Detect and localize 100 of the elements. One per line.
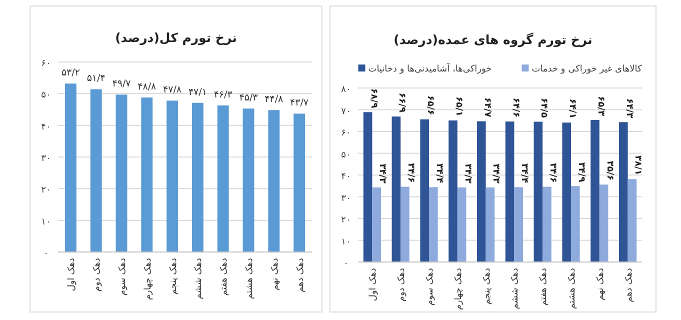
- x-tick-label: دهک دوم: [92, 258, 103, 292]
- bar: [166, 100, 178, 252]
- bar: [400, 186, 410, 262]
- bar: [420, 119, 429, 262]
- bar: [90, 89, 102, 252]
- bar: [571, 186, 580, 262]
- bar: [192, 102, 204, 252]
- data-label: ۳۴/۳: [462, 164, 472, 184]
- x-tick-label: دهک سوم: [118, 258, 128, 296]
- data-label: ۳۴/۹: [576, 162, 586, 183]
- x-tick-label: دهک پنجم: [482, 268, 492, 305]
- chart-title: نرخ تورم گروه های عمده(درصد): [394, 32, 592, 48]
- data-label: ۳۴/۴: [434, 163, 444, 184]
- bar: [534, 122, 543, 262]
- bar: [457, 187, 466, 262]
- data-label: ۴۷/۱: [188, 86, 207, 98]
- y-tick-label: ۱۰: [341, 237, 351, 248]
- data-label: ۴۶/۳: [214, 89, 232, 100]
- data-label: ۳۴/۴: [519, 163, 530, 184]
- x-tick-label: دهک پنجم: [168, 258, 179, 295]
- data-label: ۶۶/۹: [396, 92, 407, 113]
- data-label: ۶۵/۶: [425, 96, 436, 116]
- x-tick-label: دهک اول: [368, 268, 379, 302]
- bar: [486, 187, 495, 262]
- y-tick-label: ۰: [44, 249, 48, 259]
- bar: [141, 97, 153, 252]
- x-tick-label: دهک چهارم: [454, 268, 464, 310]
- y-tick-label: ۳۰: [41, 154, 51, 164]
- data-label: ۳۴/۶: [406, 162, 416, 183]
- bar: [217, 105, 229, 252]
- x-tick-label: دهک ششم: [194, 258, 204, 300]
- data-label: ۶۵/۳: [596, 96, 606, 116]
- bar: [476, 121, 486, 262]
- data-label: ۶۴/۶: [510, 98, 520, 118]
- x-tick-label: دهک نهم: [596, 268, 606, 300]
- y-tick-label: ۱۰: [41, 217, 51, 228]
- y-tick-label: ۵۰: [41, 90, 51, 101]
- bar: [599, 184, 608, 262]
- y-tick-label: ۳۰: [341, 194, 351, 204]
- bar: [429, 187, 438, 262]
- data-label: ۴۸/۸: [138, 81, 156, 92]
- y-tick-label: ۸۰: [341, 85, 351, 95]
- data-label: ۴۴/۸: [264, 94, 284, 106]
- y-tick-label: ۷۰: [341, 106, 351, 117]
- data-label: ۳۵/۶: [604, 160, 614, 181]
- bar: [628, 179, 637, 262]
- data-label: ۶۵/۱: [454, 96, 464, 116]
- data-label: ۶۸/۹: [368, 88, 378, 109]
- x-tick-label: دهک دهم: [296, 258, 306, 292]
- data-label: ۳۴/۶: [548, 162, 558, 183]
- bar: [64, 84, 76, 252]
- bar: [242, 108, 254, 252]
- bar: [505, 121, 514, 262]
- y-tick-label: ۴۰: [341, 172, 351, 182]
- data-label: ۳۴/۳: [490, 164, 501, 184]
- data-label: ۴۷/۸: [163, 84, 182, 96]
- y-tick-label: ۶۰: [41, 59, 51, 69]
- data-label: ۶۴/۳: [624, 98, 634, 119]
- y-tick-label: ۰: [344, 259, 348, 269]
- data-label: ۶۴/۱: [567, 98, 578, 119]
- data-label: ۳۴/۳: [377, 164, 388, 184]
- x-tick-label: دهک هفتم: [220, 258, 230, 296]
- data-label: ۶۴/۷: [482, 97, 492, 118]
- bar: [562, 122, 571, 262]
- data-label: ۳۸/۱: [632, 155, 643, 176]
- legend-label: خوراکی‌ها، آشامیدنی‌ها و دخانیات: [368, 62, 492, 74]
- data-label: ۴۳/۷: [290, 98, 309, 109]
- bar: [116, 94, 128, 252]
- bar: [294, 114, 306, 252]
- x-tick-label: دهک هفتم: [539, 268, 550, 306]
- y-tick-label: ۲۰: [41, 186, 51, 196]
- x-tick-label: دهک هشتم: [568, 268, 578, 310]
- x-tick-label: دهک چهارم: [143, 258, 154, 300]
- x-tick-label: دهک ششم: [510, 268, 521, 310]
- data-label: ۴۵/۳: [239, 92, 258, 104]
- y-tick-label: ۴۰: [41, 122, 51, 132]
- legend-label: کالاهای غیر خوراکی و خدمات: [532, 64, 642, 74]
- x-tick-label: دهک نهم: [270, 258, 280, 290]
- bar: [448, 120, 458, 262]
- bar: [618, 122, 628, 262]
- bar: [363, 112, 372, 262]
- bar: [590, 120, 600, 262]
- data-label: ۴۹/۷: [112, 78, 131, 90]
- x-tick-label: دهک دهم: [624, 268, 634, 302]
- data-label: ۶۴/۵: [538, 98, 549, 118]
- bar: [392, 116, 401, 262]
- x-tick-label: دهک اول: [67, 258, 78, 292]
- bar: [542, 186, 552, 262]
- data-label: ۵۳/۲: [61, 68, 80, 79]
- bar: [514, 187, 524, 262]
- data-label: ۵۱/۴: [86, 73, 106, 84]
- bar: [268, 110, 280, 252]
- y-tick-label: ۵۰: [341, 150, 351, 160]
- x-tick-label: دهک دوم: [397, 268, 408, 302]
- y-tick-label: ۲۰: [341, 216, 351, 226]
- x-tick-label: دهک هشتم: [245, 258, 255, 300]
- bar: [372, 187, 382, 262]
- chart-title: نرخ تورم کل(درصد): [115, 30, 237, 46]
- y-tick-label: ۶۰: [341, 128, 351, 138]
- x-tick-label: دهک سوم: [426, 268, 436, 306]
